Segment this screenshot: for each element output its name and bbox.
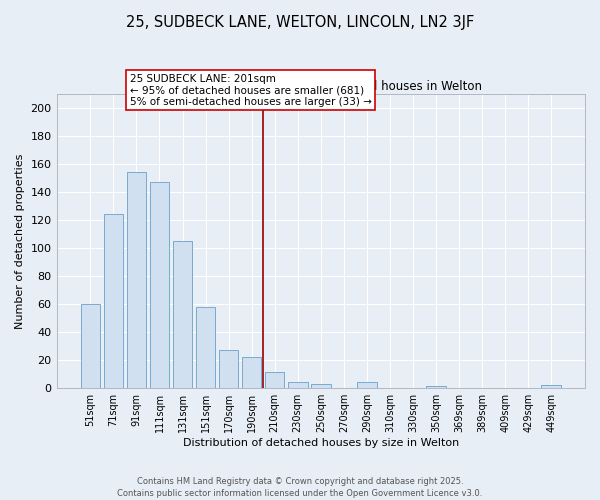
Bar bbox=[173, 241, 193, 388]
Bar bbox=[357, 382, 377, 388]
Bar bbox=[104, 214, 123, 388]
Text: Contains HM Land Registry data © Crown copyright and database right 2025.
Contai: Contains HM Land Registry data © Crown c… bbox=[118, 476, 482, 498]
Bar bbox=[265, 372, 284, 388]
Bar bbox=[311, 384, 331, 388]
Text: 25, SUDBECK LANE, WELTON, LINCOLN, LN2 3JF: 25, SUDBECK LANE, WELTON, LINCOLN, LN2 3… bbox=[126, 15, 474, 30]
Bar bbox=[149, 182, 169, 388]
Text: 25 SUDBECK LANE: 201sqm
← 95% of detached houses are smaller (681)
5% of semi-de: 25 SUDBECK LANE: 201sqm ← 95% of detache… bbox=[130, 74, 371, 107]
Bar bbox=[127, 172, 146, 388]
Bar bbox=[242, 357, 262, 388]
Title: Size of property relative to detached houses in Welton: Size of property relative to detached ho… bbox=[160, 80, 482, 93]
Bar bbox=[288, 382, 308, 388]
X-axis label: Distribution of detached houses by size in Welton: Distribution of detached houses by size … bbox=[182, 438, 459, 448]
Bar bbox=[80, 304, 100, 388]
Bar bbox=[219, 350, 238, 388]
Bar bbox=[541, 385, 561, 388]
Y-axis label: Number of detached properties: Number of detached properties bbox=[15, 154, 25, 328]
Bar bbox=[426, 386, 446, 388]
Bar bbox=[196, 306, 215, 388]
